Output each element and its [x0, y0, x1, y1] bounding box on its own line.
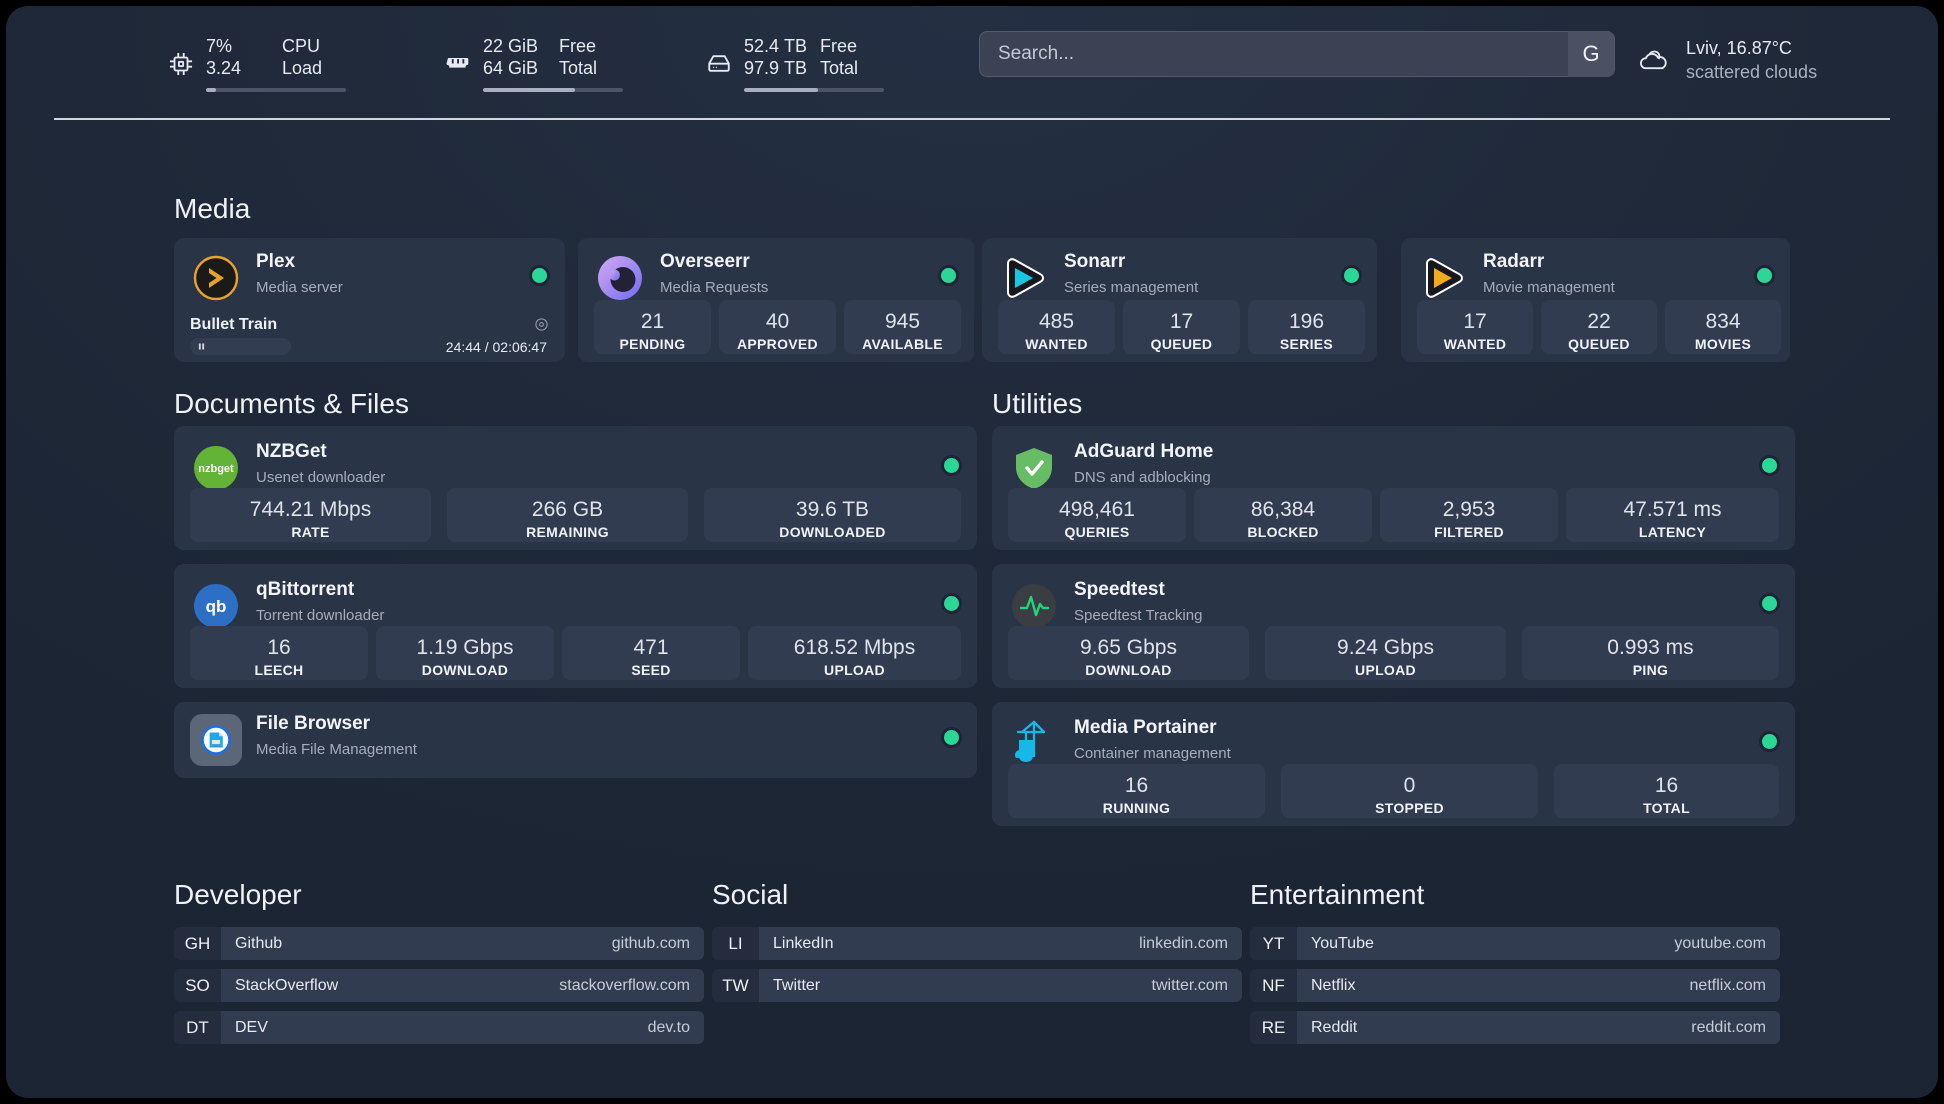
svg-text:nzbget: nzbget	[198, 463, 234, 475]
svg-text:qb: qb	[206, 597, 227, 616]
